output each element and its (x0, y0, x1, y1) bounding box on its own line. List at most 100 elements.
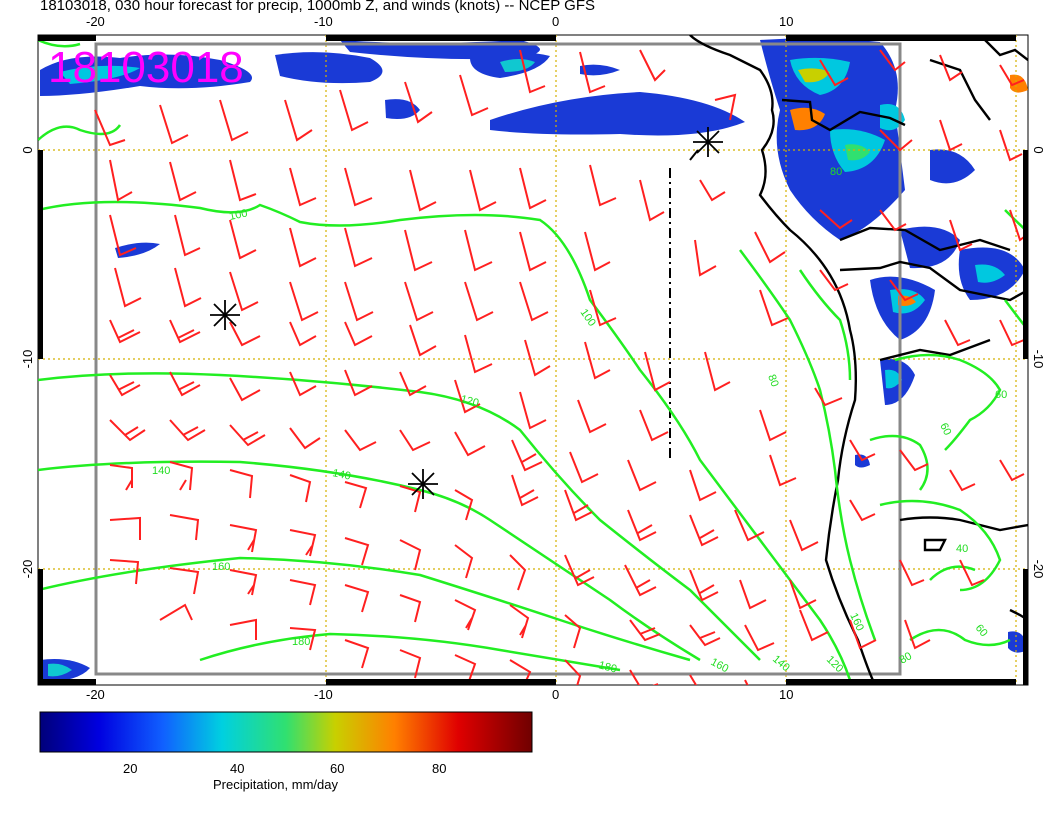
wind-barb (904, 619, 931, 650)
axis-border (38, 35, 1028, 685)
wind-barb (169, 319, 201, 344)
colorbar: 20 40 60 80 Precipitation, mm/day (39, 711, 533, 792)
wind-barb (219, 99, 249, 142)
wind-barb (289, 371, 317, 397)
tick-label: -10 (314, 687, 333, 702)
wind-barb (289, 167, 317, 207)
wind-barb (289, 227, 317, 268)
wind-barb (229, 618, 257, 640)
tick-label: -20 (86, 687, 105, 702)
wind-barb (454, 489, 474, 521)
wind-barb (689, 674, 698, 685)
colorbar-tick: 20 (123, 761, 137, 776)
wind-barb (939, 119, 963, 152)
wind-barb (399, 371, 427, 397)
wind-barb (109, 559, 140, 585)
wind-barb (399, 649, 422, 679)
wind-barb (879, 49, 906, 72)
wind-barb (629, 619, 661, 642)
x-axis-top: -20 -10 0 10 (86, 14, 793, 29)
wind-barb (169, 461, 194, 491)
wind-barb (399, 485, 422, 513)
wind-barb (999, 129, 1023, 162)
contour-label: 140 (331, 467, 351, 483)
wind-barb (569, 451, 599, 484)
wind-barb (229, 271, 259, 312)
wind-barb (959, 559, 985, 587)
wind-barb (694, 239, 717, 277)
wind-barb (900, 690, 928, 710)
wind-barb (289, 474, 312, 503)
wind-barb (454, 654, 477, 685)
wind-barb (714, 93, 737, 121)
tick-label: -10 (314, 14, 333, 29)
track-tail (689, 149, 699, 161)
wind-barb (849, 499, 876, 522)
wind-barb (464, 281, 494, 322)
tick-label: 0 (552, 14, 559, 29)
wind-barb (579, 51, 606, 94)
wind-barb (524, 339, 551, 377)
wind-barb (744, 624, 775, 652)
wind-barb (344, 227, 373, 268)
wind-barb (509, 554, 527, 591)
wind-barb (464, 334, 493, 374)
tick-label: -20 (86, 14, 105, 29)
wind-barb (289, 281, 319, 322)
wind-barb (519, 49, 546, 94)
wind-barb (759, 409, 787, 442)
colorbar-gradient (39, 711, 533, 753)
wind-barb (949, 219, 973, 252)
wind-barb (409, 324, 437, 357)
wind-barb (689, 514, 719, 547)
wind-barb (229, 424, 266, 447)
wind-barb (519, 281, 549, 322)
contour-label: 160 (212, 561, 230, 573)
wind-barb (814, 387, 843, 407)
tick-label: 0 (1031, 146, 1046, 153)
x-axis-bottom: -20 -10 0 10 (86, 687, 793, 702)
wind-barb (399, 539, 422, 571)
wind-barb (109, 159, 133, 202)
page-title: 18103018, 030 hour forecast for precip, … (40, 0, 595, 14)
wind-barb (289, 579, 317, 606)
wind-barb (404, 229, 433, 272)
wind-barb (754, 231, 786, 264)
contour-label: 120 (459, 393, 480, 409)
colorbar-tick: 80 (432, 761, 446, 776)
tick-label: -10 (1031, 350, 1046, 369)
wind-barb (589, 164, 617, 207)
contour-label: 80 (765, 373, 780, 389)
tick-label: 10 (779, 687, 793, 702)
wind-barb (639, 179, 665, 222)
wind-barb (789, 519, 819, 552)
wind-barb (944, 319, 971, 347)
wind-barb (169, 514, 200, 541)
wind-barb (519, 167, 547, 210)
wind-barb (344, 167, 373, 207)
wind-barb (879, 129, 913, 152)
marker-star (210, 300, 240, 330)
wind-barb (454, 544, 474, 579)
wind-barb (229, 469, 254, 499)
wind-barb (564, 614, 582, 649)
wind-barb (229, 159, 257, 202)
wind-barb (734, 509, 765, 542)
wind-barb (289, 427, 321, 450)
wind-barb (689, 569, 719, 602)
wind-barb (899, 449, 929, 472)
wind-barb (169, 371, 201, 397)
wind-barb (584, 231, 611, 272)
wind-barb (169, 567, 200, 595)
wind-barb (769, 454, 797, 487)
wind-barb (577, 399, 607, 434)
height-contours (38, 38, 1028, 681)
wind-barb (109, 419, 146, 442)
wind-barb (939, 54, 963, 82)
wind-barb (799, 609, 829, 642)
wind-barb (229, 569, 258, 596)
wind-barb (639, 409, 669, 442)
wind-barb (511, 474, 539, 507)
wind-barb (564, 554, 595, 587)
